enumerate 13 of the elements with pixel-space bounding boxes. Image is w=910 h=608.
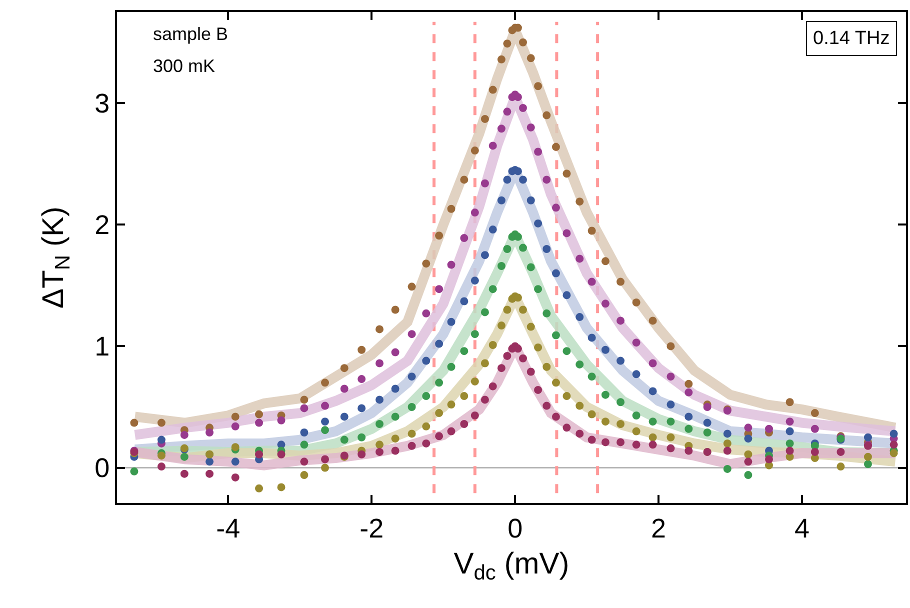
x-tick-label: 4 bbox=[794, 513, 810, 544]
y-tick-label: 3 bbox=[94, 88, 110, 119]
annotation: sample B bbox=[153, 24, 228, 44]
x-axis-title: V$_{dc}$ (mV) bbox=[454, 547, 570, 585]
y-tick-label: 0 bbox=[94, 453, 110, 484]
x-tick-label: -4 bbox=[216, 513, 240, 544]
y-tick-label: 2 bbox=[94, 210, 110, 240]
x-tick-label: 0 bbox=[508, 513, 523, 544]
annotation: 0.14 THz bbox=[813, 28, 890, 49]
x-tick-label: 2 bbox=[651, 513, 666, 544]
y-tick-label: 1 bbox=[94, 332, 110, 362]
x-tick-label: -2 bbox=[360, 513, 384, 544]
annotation: 300 mK bbox=[153, 56, 216, 76]
